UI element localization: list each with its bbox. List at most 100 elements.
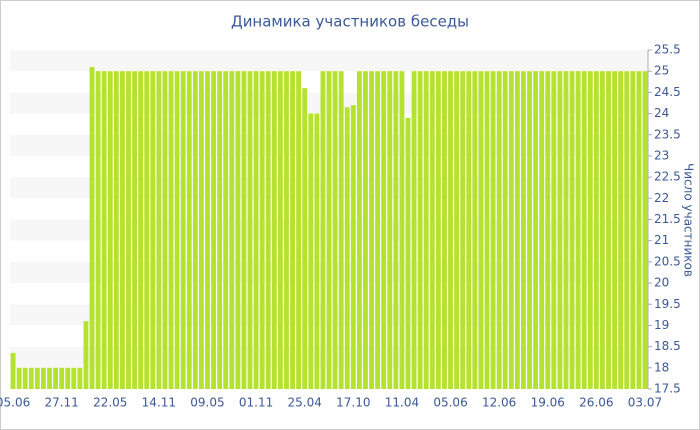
bar [612,71,618,389]
bar [350,105,356,390]
y-tick-label: 21 [654,233,669,247]
x-tick-label: 03.07 [628,396,662,410]
bar [83,321,89,389]
x-tick-label: 09.05 [190,396,224,410]
bar [442,71,447,389]
x-tick-label: 01.11 [239,396,273,410]
bar [642,71,648,389]
bar [132,71,137,389]
y-tick-label: 17.5 [654,382,681,396]
bar [624,71,630,389]
y-tick-label: 21.5 [654,212,681,226]
bar [472,71,478,389]
y-tick-label: 23 [654,148,669,162]
bar [40,367,46,389]
bar [344,107,350,390]
bar [241,71,247,389]
bar [107,71,113,389]
x-tick-label: 05.06 [0,396,30,410]
bar [490,71,496,389]
bar [551,71,557,389]
bar [514,71,520,389]
bar [326,71,332,389]
bar [423,71,429,389]
bar [399,71,405,389]
bar [454,71,460,389]
bar [417,71,423,389]
bar [22,367,28,389]
x-tick-label: 12.06 [482,396,516,410]
x-tick-label: 19.06 [531,396,565,410]
bar [277,71,283,389]
bar [198,71,204,389]
y-tick-label: 20.5 [654,254,681,268]
bar [478,71,484,389]
bar [411,71,417,389]
bar [606,71,611,389]
bar [174,71,180,389]
bar [16,367,22,389]
bar [144,71,150,389]
y-tick-label: 25 [654,64,669,78]
bar [320,71,326,389]
bar [138,71,144,389]
bar [296,71,302,389]
bar [587,71,593,389]
x-tick-label: 11.04 [385,396,419,410]
bar [496,71,502,389]
bar [71,367,77,389]
bar [387,71,393,389]
bar [229,71,235,389]
bar [113,71,119,389]
bar [435,71,441,389]
bar [363,71,368,389]
bar [150,71,156,389]
bar [302,88,308,389]
bar [205,71,210,389]
bar [223,71,229,389]
grid-band [10,50,648,72]
bar [369,71,374,389]
bar [569,71,575,389]
bar [10,352,16,389]
bar [308,113,314,389]
bar [253,71,259,389]
y-tick-label: 24.5 [654,85,681,99]
bar [332,71,338,389]
bar [235,71,241,389]
bar [180,71,186,389]
y-tick-label: 22 [654,191,669,205]
bar [502,71,508,389]
bar [65,367,71,389]
bar [95,71,101,389]
y-tick-label: 25.5 [654,43,681,57]
bar [636,71,642,389]
bar [192,71,198,389]
bar [259,71,265,389]
bar [356,71,362,389]
bar [47,367,52,389]
bar [381,71,387,389]
bar [508,71,514,389]
bar [211,71,216,389]
x-tick-label: 14.11 [142,396,176,410]
bar [290,71,295,389]
y-tick-label: 18 [654,360,669,374]
bar [119,71,125,389]
bar [375,71,381,389]
bar [156,71,162,389]
bar [393,71,399,389]
y-tick-label: 19 [654,318,669,332]
bar [539,71,545,389]
bar [162,71,168,389]
y-axis-label: Число участников [682,163,696,277]
x-tick-label: 22.05 [93,396,127,410]
x-tick-label: 27.11 [44,396,78,410]
bar [314,113,320,389]
bar [284,71,289,389]
bar [466,71,472,389]
bar [186,71,192,389]
bar [527,71,532,389]
x-tick-label: 17.10 [336,396,370,410]
